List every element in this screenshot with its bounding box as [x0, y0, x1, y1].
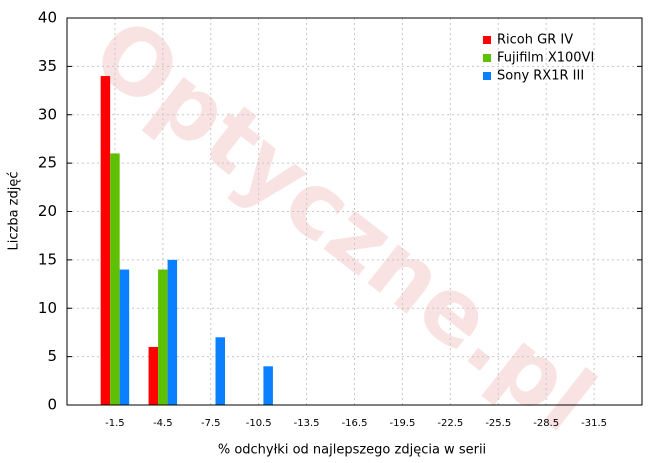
bar [263, 366, 273, 405]
legend-swatch [483, 54, 491, 62]
x-tick-label: -16.5 [342, 418, 368, 429]
y-tick-label: 30 [38, 105, 57, 123]
y-tick-label: 25 [38, 154, 57, 172]
y-axis-label: Liczba zdjęć [7, 171, 22, 250]
x-tick-label: -19.5 [389, 418, 415, 429]
x-tick-label: -13.5 [294, 418, 320, 429]
plot-frame [66, 17, 643, 406]
x-tick-label: -25.5 [485, 418, 511, 429]
legend-label: Fujifilm X100VI [497, 51, 594, 66]
y-tick-label: 5 [47, 347, 57, 365]
bar [110, 153, 120, 405]
y-tick-label: 10 [38, 299, 57, 317]
x-tick-label: -4.5 [153, 418, 173, 429]
legend-swatch [483, 36, 491, 44]
x-tick-label: -1.5 [105, 418, 125, 429]
x-tick-label: -22.5 [437, 418, 463, 429]
y-tick-label: 15 [38, 250, 57, 268]
y-tick-label: 20 [38, 202, 57, 220]
x-tick-label: -10.5 [246, 418, 272, 429]
x-tick-label: -31.5 [581, 418, 607, 429]
bar [167, 259, 178, 405]
bar [148, 346, 159, 405]
y-tick-label: 40 [38, 9, 57, 27]
bar [215, 337, 225, 405]
bar [158, 269, 168, 405]
x-axis-label: % odchyłki od najlepszego zdjęcia w seri… [218, 443, 486, 458]
x-tick-label: -7.5 [201, 418, 221, 429]
legend-swatch [483, 72, 491, 80]
y-tick-label: 35 [38, 57, 57, 75]
bar [100, 76, 111, 406]
x-tick-label: -28.5 [533, 418, 559, 429]
y-tick-label: 0 [47, 396, 57, 414]
legend-label: Ricoh GR IV [497, 33, 573, 48]
bar [119, 269, 130, 405]
legend-label: Sony RX1R III [497, 69, 584, 84]
